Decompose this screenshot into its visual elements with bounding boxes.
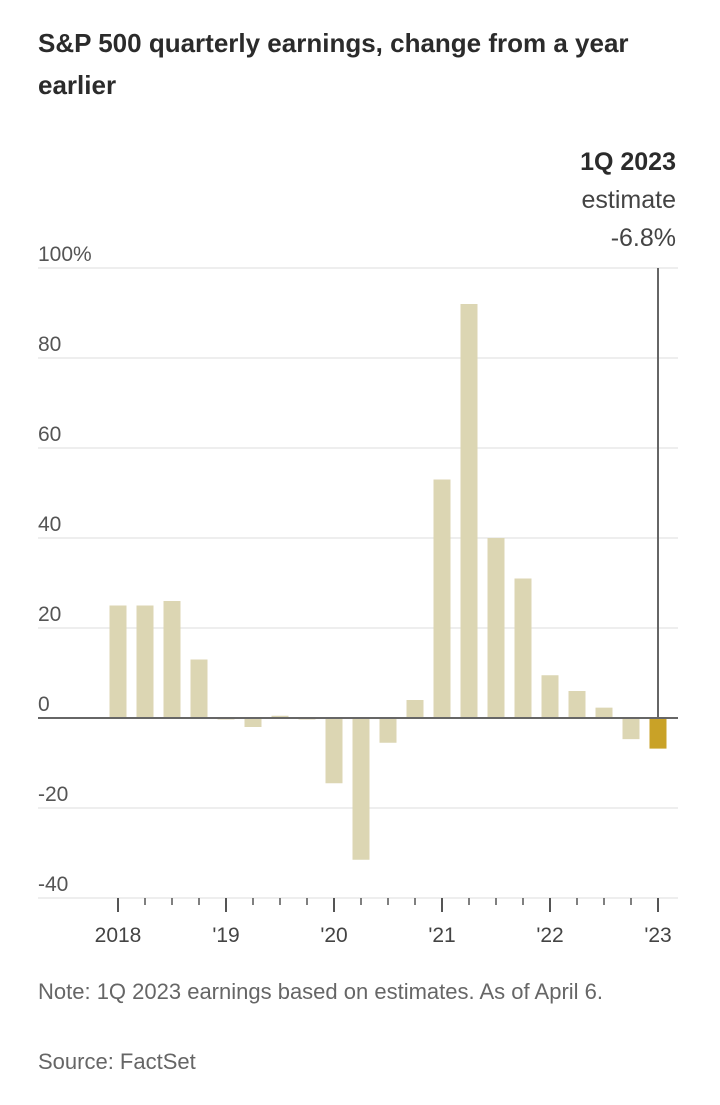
- chart-title: S&P 500 quarterly earnings, change from …: [38, 28, 629, 100]
- bar: [433, 479, 451, 718]
- y-tick-label: 80: [38, 333, 61, 356]
- bar: [352, 718, 370, 860]
- bar: [109, 605, 127, 718]
- annotation-quarter: 1Q 2023: [580, 148, 676, 176]
- bar: [379, 718, 397, 743]
- y-tick-label: -40: [38, 873, 68, 896]
- bar: [622, 718, 640, 740]
- x-tick-label: '19: [212, 924, 239, 947]
- y-tick-label: 0: [38, 693, 50, 716]
- bar: [271, 715, 289, 718]
- bar-estimate: [649, 718, 667, 749]
- x-tick-label: '20: [320, 924, 347, 947]
- bar: [325, 718, 343, 784]
- bar: [541, 675, 559, 718]
- bar: [595, 707, 613, 718]
- x-tick-label: 2018: [95, 924, 142, 947]
- bar: [190, 659, 208, 718]
- annotation-estimate-value: -6.8%: [611, 224, 676, 252]
- bar: [163, 601, 181, 718]
- x-tick-label: '22: [536, 924, 563, 947]
- x-tick-label: '23: [644, 924, 671, 947]
- bar: [487, 538, 505, 718]
- bar: [244, 718, 262, 727]
- y-tick-label: 100%: [38, 243, 92, 266]
- bar: [514, 578, 532, 718]
- bar: [460, 304, 478, 718]
- y-tick-label: 20: [38, 603, 61, 626]
- y-tick-label: 60: [38, 423, 61, 446]
- annotation-estimate-label: estimate: [582, 186, 676, 214]
- y-tick-label: 40: [38, 513, 61, 536]
- y-tick-label: -20: [38, 783, 68, 806]
- bar: [136, 605, 154, 718]
- x-tick-label: '21: [428, 924, 455, 947]
- bar: [568, 691, 586, 718]
- chart-source: Source: FactSet: [38, 1049, 196, 1074]
- chart-note: Note: 1Q 2023 earnings based on estimate…: [38, 979, 604, 1004]
- bar: [406, 700, 424, 718]
